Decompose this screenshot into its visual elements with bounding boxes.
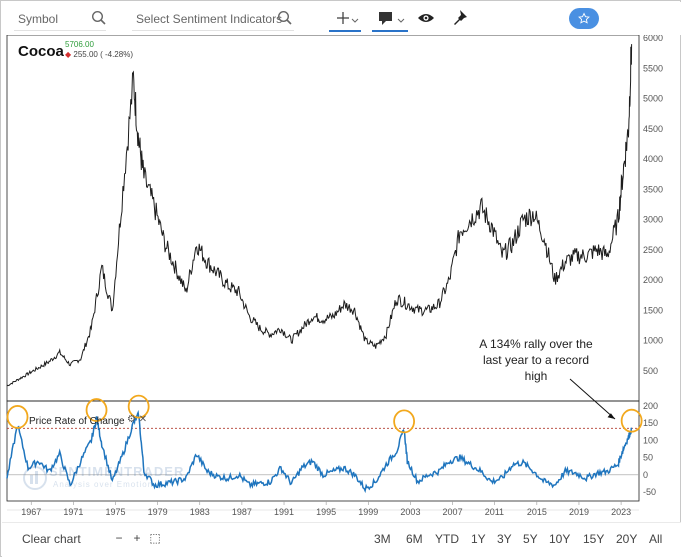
clear-chart-button[interactable]: Clear chart xyxy=(22,532,81,546)
year-tick-label: 2019 xyxy=(569,507,589,517)
year-tick-label: 1971 xyxy=(63,507,83,517)
peak-circle xyxy=(85,398,108,422)
year-axis: 1967 1971 1975 1979 1983 1987 1991 1995 1999 2003… xyxy=(21,501,631,517)
year-tick-label: 1975 xyxy=(105,507,125,517)
annotation-text: A 134% rally over the last year to a rec… xyxy=(479,337,593,383)
fit-screen-button[interactable]: ⬚ xyxy=(149,531,161,545)
indicator-controls[interactable]: ⚙ ✕ xyxy=(127,414,148,425)
crosshair-tool-button[interactable] xyxy=(329,6,361,32)
watermark-logo: SENTIMENTRADER Analysis over Emotion xyxy=(23,463,183,495)
favorite-button[interactable] xyxy=(569,8,599,29)
chart-title: Cocoa xyxy=(18,43,64,60)
roc-tick-label: 100 xyxy=(643,435,658,445)
peak-circle xyxy=(127,394,150,419)
price-tick-label: 500 xyxy=(643,366,658,376)
symbol-placeholder: Symbol xyxy=(18,12,59,26)
range-6m-button[interactable]: 6M xyxy=(406,532,423,546)
sentiment-indicator-input[interactable]: Select Sentiment Indicators xyxy=(132,7,294,31)
star-icon xyxy=(578,12,590,24)
search-icon[interactable] xyxy=(90,9,108,27)
down-arrow-icon: ◆ xyxy=(65,50,72,59)
roc-series-line xyxy=(6,409,633,494)
roc-tick-label: 0 xyxy=(643,470,648,480)
indicator-label[interactable]: Price Rate of Change xyxy=(29,416,125,427)
comment-icon xyxy=(379,12,405,25)
year-tick-label: 1983 xyxy=(190,507,210,517)
logo-icon xyxy=(23,466,47,490)
roc-tick-label: -50 xyxy=(643,487,656,497)
year-tick-label: 1967 xyxy=(21,507,41,517)
indicator-panel-frame xyxy=(6,400,640,502)
range-15y-button[interactable]: 15Y xyxy=(583,532,605,546)
visibility-toggle-button[interactable] xyxy=(416,6,436,32)
range-3m-button[interactable]: 3M xyxy=(374,532,391,546)
price-tick-label: 4500 xyxy=(643,124,663,134)
year-tick-label: 1979 xyxy=(148,507,168,517)
price-tick-label: 1500 xyxy=(643,305,663,315)
roc-tick-label: 150 xyxy=(643,418,658,428)
year-tick-label: 2023 xyxy=(611,507,631,517)
price-tick-label: 6000 xyxy=(643,35,663,43)
price-tick-label: 4000 xyxy=(643,154,663,164)
sentiment-placeholder: Select Sentiment Indicators xyxy=(136,12,283,26)
peak-circle xyxy=(6,405,29,429)
pin-button[interactable] xyxy=(451,6,471,32)
year-tick-label: 2007 xyxy=(443,507,463,517)
bottom-bar: Clear chart − + ⬚ 3M 6M YTD 1Y 3Y 5Y 10Y… xyxy=(2,522,681,557)
last-price: 5706.00 xyxy=(65,40,94,49)
price-tick-label: 3000 xyxy=(643,215,663,225)
price-change-value: 255.00 ( -4.28%) xyxy=(73,50,133,59)
range-3y-button[interactable]: 3Y xyxy=(497,532,512,546)
arrow-head xyxy=(607,413,615,419)
range-10y-button[interactable]: 10Y xyxy=(549,532,571,546)
range-all-button[interactable]: All xyxy=(649,532,663,546)
price-tick-label: 5000 xyxy=(643,94,663,104)
year-tick-label: 1995 xyxy=(316,507,336,517)
price-tick-label: 1000 xyxy=(643,336,663,346)
range-20y-button[interactable]: 20Y xyxy=(616,532,638,546)
year-tick-label: 1991 xyxy=(274,507,294,517)
range-ytd-button[interactable]: YTD xyxy=(435,532,459,546)
year-tick-label: 2011 xyxy=(485,507,504,517)
roc-tick-label: 50 xyxy=(643,453,653,463)
price-tick-label: 5500 xyxy=(643,63,663,73)
watermark-name: SENTIMENTRADER xyxy=(49,464,185,479)
price-chart[interactable]: 5001000150020002500300035004000450050005… xyxy=(2,35,681,521)
year-tick-label: 1999 xyxy=(358,507,378,517)
price-tick-label: 2500 xyxy=(643,245,663,255)
year-tick-label: 2003 xyxy=(400,507,420,517)
toolbar: Symbol Select Sentiment Indicators xyxy=(2,2,681,35)
eye-icon xyxy=(418,14,434,22)
range-5y-button[interactable]: 5Y xyxy=(523,532,538,546)
range-1y-button[interactable]: 1Y xyxy=(471,532,486,546)
year-tick-label: 1987 xyxy=(232,507,252,517)
annotation-tool-button[interactable] xyxy=(372,6,408,32)
peak-highlights xyxy=(6,394,643,434)
crosshair-icon xyxy=(337,12,359,24)
annotation-arrow xyxy=(569,378,616,420)
search-icon[interactable] xyxy=(276,9,294,27)
price-series-line xyxy=(6,44,633,387)
peak-circle xyxy=(620,408,643,433)
roc-tick-label: 200 xyxy=(643,401,658,411)
peak-circle xyxy=(393,409,416,434)
zoom-in-button[interactable]: + xyxy=(133,531,141,545)
price-tick-label: 2000 xyxy=(643,275,663,285)
watermark-tagline: Analysis over Emotion xyxy=(53,480,154,489)
year-tick-label: 2015 xyxy=(527,507,547,517)
price-y-axis: 500 1000 1500 2000 2500 3000 3500 4000 4500 5000 5… xyxy=(643,35,663,376)
price-change: ◆ 255.00 ( -4.28%) xyxy=(65,50,133,59)
roc-y-axis: -50 0 50 100 150 200 xyxy=(643,401,658,497)
symbol-search-input[interactable]: Symbol xyxy=(14,7,106,31)
pin-icon xyxy=(454,10,467,25)
zoom-out-button[interactable]: − xyxy=(115,531,123,545)
price-tick-label: 3500 xyxy=(643,184,663,194)
